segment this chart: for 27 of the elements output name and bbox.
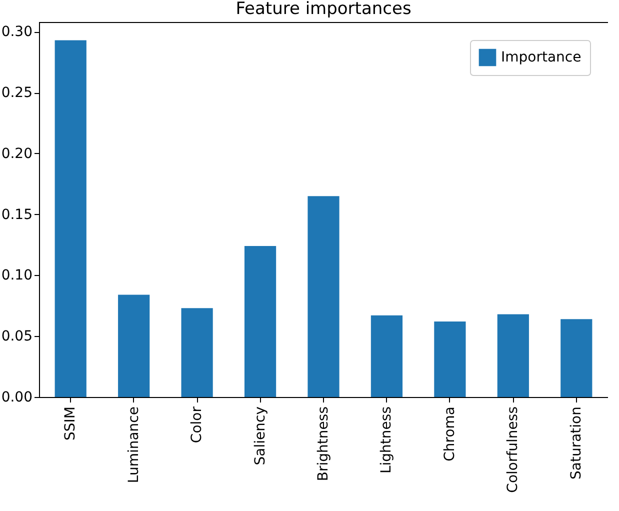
bar bbox=[181, 308, 213, 397]
x-tick-label: Color bbox=[189, 406, 206, 444]
y-tick-label: 0.30 bbox=[1, 24, 32, 40]
x-tick-label: Saliency bbox=[252, 406, 268, 466]
x-tick-label: Colorfulness bbox=[505, 406, 522, 493]
x-tick-label: Luminance bbox=[126, 406, 142, 484]
x-tick-label: Chroma bbox=[442, 406, 458, 462]
y-tick-label: 0.25 bbox=[1, 85, 32, 102]
x-tick-label: Brightness bbox=[316, 406, 332, 482]
bar bbox=[434, 322, 466, 397]
y-tick-label: 0.05 bbox=[1, 328, 32, 345]
bar bbox=[118, 294, 150, 397]
bar bbox=[560, 319, 592, 397]
bar bbox=[54, 40, 86, 397]
x-tick-label: SSIM bbox=[62, 406, 79, 440]
bar bbox=[244, 246, 276, 397]
y-tick-label: 0.00 bbox=[1, 390, 32, 406]
x-tick-label: Lightness bbox=[378, 406, 395, 474]
legend-label: Importance bbox=[501, 50, 582, 66]
y-tick-label: 0.10 bbox=[1, 268, 32, 284]
y-tick-label: 0.20 bbox=[1, 146, 32, 162]
bar bbox=[497, 314, 529, 397]
chart-title: Feature importances bbox=[236, 0, 412, 19]
bar bbox=[308, 196, 340, 397]
x-tick-label: Saturation bbox=[568, 406, 584, 480]
bar bbox=[370, 315, 403, 397]
y-tick-label: 0.15 bbox=[1, 206, 32, 223]
